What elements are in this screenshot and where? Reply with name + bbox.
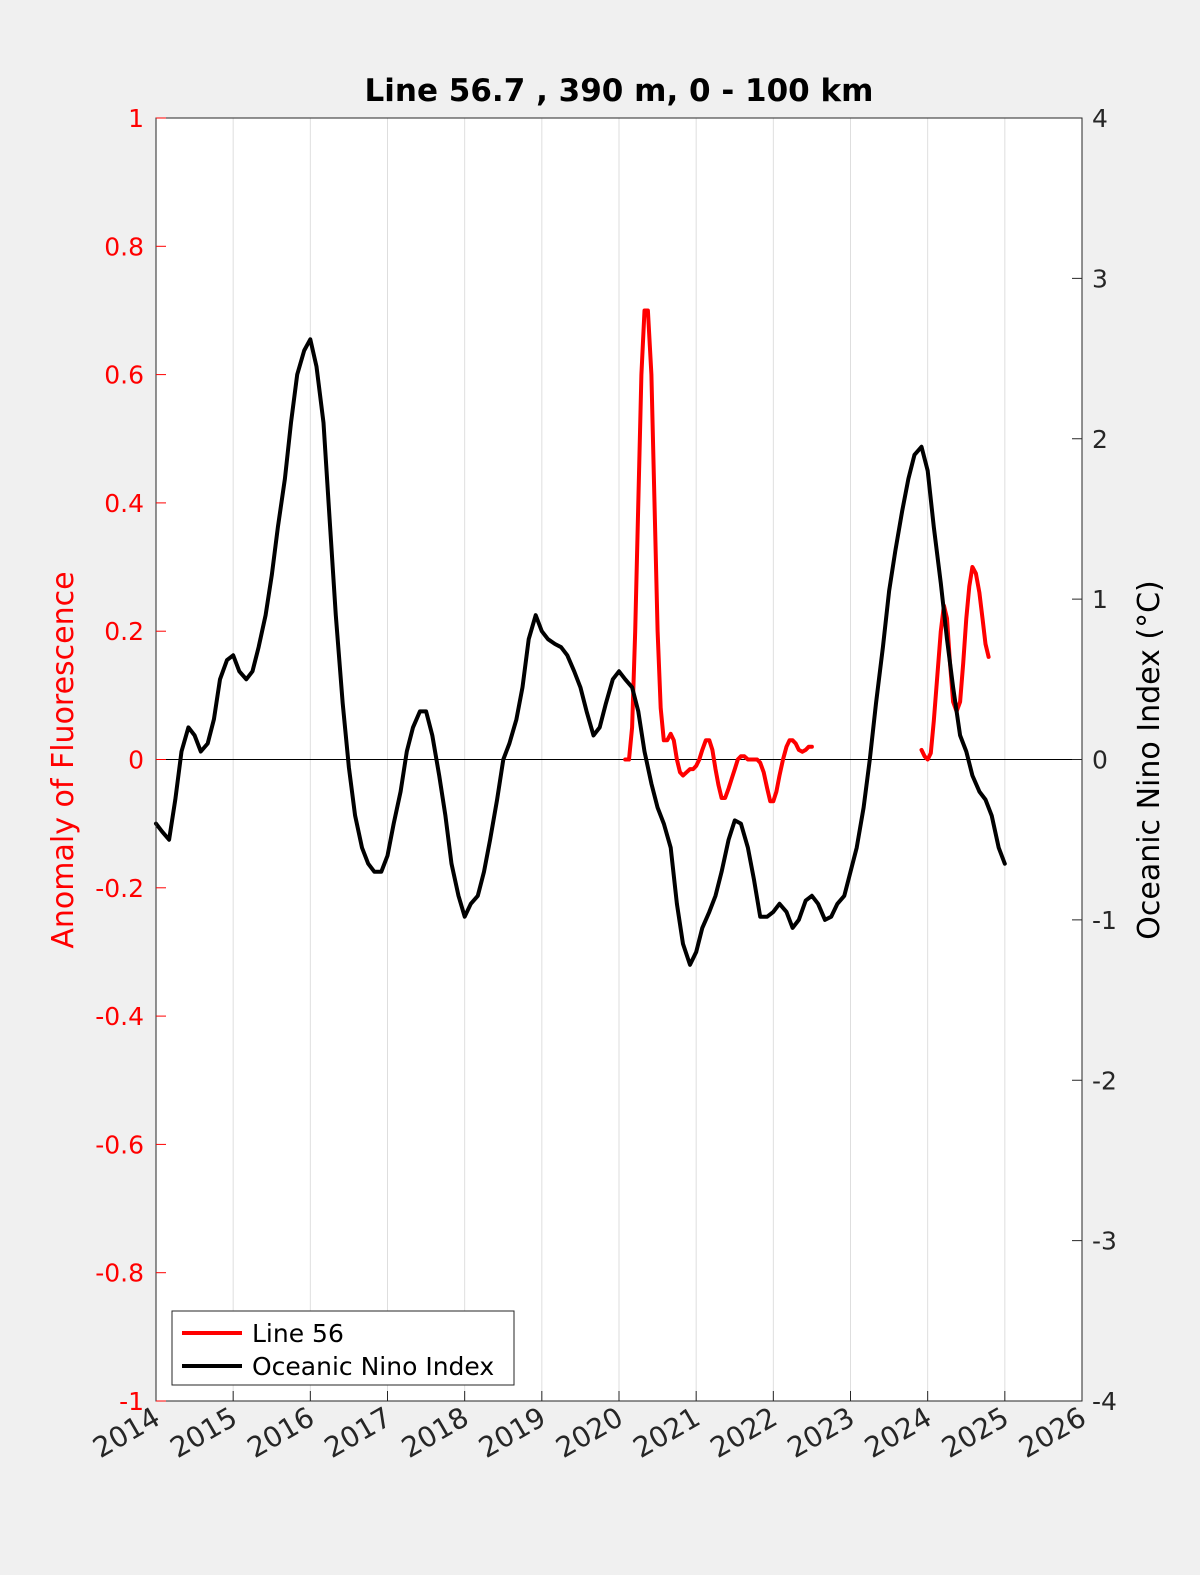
y-left-tick-label: -0.4 [95, 1002, 144, 1031]
x-tick-label: 2016 [242, 1400, 320, 1464]
y-left-tick-label: 0.2 [104, 617, 144, 646]
y-left-tick-label: 0 [128, 746, 144, 775]
y-axis-left: 1 0.8 0.6 0.4 0.2 0 -0.2 -0.4 -0.6 -0.8 -1 [95, 104, 166, 1416]
y-axis-right-label: Oceanic Nino Index (°C) [1132, 580, 1167, 940]
y-left-tick-label: -1 [119, 1387, 144, 1416]
x-tick-label: 2017 [319, 1400, 397, 1464]
y-right-tick-label: -1 [1092, 906, 1117, 935]
y-left-tick-label: 1 [128, 104, 144, 133]
y-axis-left-label: Anomaly of Fluorescence [46, 571, 81, 948]
y-right-tick-label: 2 [1092, 425, 1108, 454]
x-tick-label: 2023 [782, 1400, 860, 1464]
y-right-tick-label: -2 [1092, 1066, 1117, 1095]
y-left-tick-label: 0.8 [104, 232, 144, 261]
y-left-tick-label: -0.6 [95, 1130, 144, 1159]
x-tick-label: 2021 [627, 1400, 705, 1464]
y-left-tick-label: 0.4 [104, 489, 144, 518]
x-axis: 2014201520162017201820192020202120222023… [87, 1391, 1092, 1465]
legend-box [171, 1310, 515, 1386]
x-tick-label: 2018 [396, 1400, 474, 1464]
y-right-tick-label: -4 [1092, 1387, 1117, 1416]
x-tick-label: 2025 [936, 1400, 1014, 1464]
y-right-tick-label: -3 [1092, 1227, 1117, 1256]
legend-label-oni: Oceanic Nino Index [252, 1352, 494, 1381]
series-layer [154, 308, 1007, 967]
y-axis-right: 4 3 2 1 0 -1 -2 -3 -4 [1072, 104, 1117, 1416]
y-right-tick-label: 0 [1092, 746, 1108, 775]
x-tick-label: 2019 [473, 1400, 551, 1464]
x-tick-label: 2026 [1013, 1400, 1091, 1464]
legend-label-line56: Line 56 [252, 1319, 344, 1348]
y-right-tick-label: 4 [1092, 104, 1108, 133]
legend: Line 56 Oceanic Nino Index [171, 1310, 515, 1386]
y-left-tick-label: -0.8 [95, 1259, 144, 1288]
series-oni [154, 337, 1007, 967]
y-left-tick-label: 0.6 [104, 361, 144, 390]
y-right-tick-label: 3 [1092, 264, 1108, 293]
y-right-tick-label: 1 [1092, 585, 1108, 614]
chart-title: Line 56.7 , 390 m, 0 - 100 km [365, 73, 874, 109]
x-tick-label: 2020 [550, 1400, 628, 1464]
series-line56 [623, 308, 814, 804]
x-tick-label: 2015 [164, 1400, 242, 1464]
x-tick-label: 2022 [705, 1400, 783, 1464]
x-tick-label: 2024 [859, 1400, 937, 1464]
y-left-tick-label: -0.2 [95, 874, 144, 903]
